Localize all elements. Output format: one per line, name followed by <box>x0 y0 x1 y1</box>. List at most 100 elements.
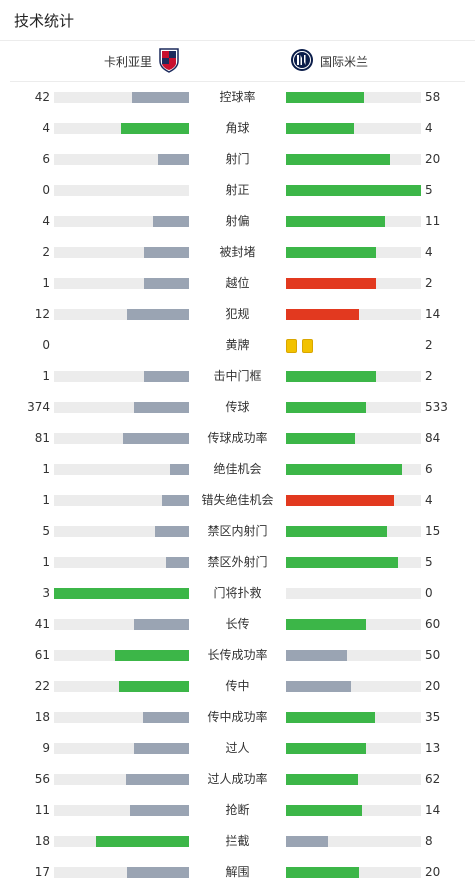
home-value: 6 <box>42 152 50 166</box>
yellow-cards <box>286 339 313 353</box>
stat-label: 传球成功率 <box>207 431 268 445</box>
stat-row: 42 控球率 58 <box>0 82 475 113</box>
home-bar-track <box>54 123 189 134</box>
away-bar-track <box>286 371 421 382</box>
stat-row: 17 解围 20 <box>0 857 475 888</box>
yellow-card-icon <box>302 339 313 353</box>
stat-label: 错失绝佳机会 <box>201 493 274 507</box>
home-value: 17 <box>34 865 50 879</box>
away-bar-fill <box>286 867 359 878</box>
stat-row: 11 抢断 14 <box>0 795 475 826</box>
stat-row: 9 过人 13 <box>0 733 475 764</box>
stat-row: 1 越位 2 <box>0 268 475 299</box>
away-bar-fill <box>286 557 398 568</box>
away-value: 20 <box>425 679 441 693</box>
stat-row: 374 传球 533 <box>0 392 475 423</box>
stat-label: 射偏 <box>225 214 250 228</box>
away-value: 4 <box>425 245 433 259</box>
stat-row: 1 绝佳机会 6 <box>0 454 475 485</box>
stat-label: 绝佳机会 <box>213 462 262 476</box>
stat-row: 22 传中 20 <box>0 671 475 702</box>
stat-row: 1 错失绝佳机会 4 <box>0 485 475 516</box>
away-bar-fill <box>286 464 402 475</box>
away-bar-fill <box>286 371 376 382</box>
stat-label: 射正 <box>225 183 250 197</box>
away-value: 60 <box>425 617 441 631</box>
away-bar-track <box>286 464 421 475</box>
stat-label: 击中门框 <box>213 369 262 383</box>
stat-row: 0 射正 5 <box>0 175 475 206</box>
away-bar-track <box>286 433 421 444</box>
home-value: 41 <box>34 617 50 631</box>
stat-row: 56 过人成功率 62 <box>0 764 475 795</box>
away-value: 62 <box>425 772 441 786</box>
home-value: 0 <box>42 338 50 352</box>
stat-label: 射门 <box>225 152 250 166</box>
away-bar-fill <box>286 619 366 630</box>
away-value: 0 <box>425 586 433 600</box>
stat-row: 2 被封堵 4 <box>0 237 475 268</box>
home-bar-fill <box>143 712 189 723</box>
away-team[interactable]: 国际米兰 <box>290 41 368 81</box>
away-bar-fill <box>286 92 364 103</box>
stat-row: 4 角球 4 <box>0 113 475 144</box>
stat-row: 1 击中门框 2 <box>0 361 475 392</box>
away-bar-track <box>286 154 421 165</box>
away-bar-fill <box>286 247 376 258</box>
away-bar-fill <box>286 805 362 816</box>
stat-label: 长传 <box>225 617 250 631</box>
away-value: 58 <box>425 90 441 104</box>
away-value: 2 <box>425 369 433 383</box>
away-value: 14 <box>425 307 441 321</box>
away-value: 5 <box>425 555 433 569</box>
home-bar-fill <box>170 464 189 475</box>
home-bar-fill <box>130 805 189 816</box>
away-bar-fill <box>286 526 387 537</box>
home-bar-track <box>54 867 189 878</box>
home-bar-fill <box>123 433 189 444</box>
home-value: 0 <box>42 183 50 197</box>
away-value: 8 <box>425 834 433 848</box>
away-value: 2 <box>425 276 433 290</box>
stat-label: 拦截 <box>225 834 250 848</box>
home-value: 5 <box>42 524 50 538</box>
home-bar-fill <box>162 495 189 506</box>
away-bar-track <box>286 185 421 196</box>
away-bar-track <box>286 774 421 785</box>
cagliari-crest-icon <box>158 47 180 76</box>
home-bar-track <box>54 216 189 227</box>
stat-label: 控球率 <box>219 90 256 104</box>
away-value: 5 <box>425 183 433 197</box>
home-bar-track <box>54 371 189 382</box>
teams-header: 卡利亚里 国际米兰 <box>10 41 465 82</box>
home-bar-fill <box>158 154 189 165</box>
stat-label: 犯规 <box>225 307 250 321</box>
away-bar-fill <box>286 712 375 723</box>
home-value: 42 <box>34 90 50 104</box>
home-bar-fill <box>127 309 189 320</box>
home-bar-fill <box>134 619 189 630</box>
stat-row: 12 犯规 14 <box>0 299 475 330</box>
home-bar-fill <box>119 681 189 692</box>
home-bar-track <box>54 557 189 568</box>
stat-label: 抢断 <box>225 803 250 817</box>
stat-row: 0 黄牌 2 <box>0 330 475 361</box>
home-value: 12 <box>34 307 50 321</box>
stat-label: 越位 <box>225 276 250 290</box>
home-bar-track <box>54 154 189 165</box>
home-bar-track <box>54 309 189 320</box>
home-bar-fill <box>115 650 189 661</box>
away-value: 11 <box>425 214 441 228</box>
home-bar-track <box>54 619 189 630</box>
stats-list: 42 控球率 58 4 角球 4 6 射门 20 0 射正 5 4 射偏 11 2 被封堵 4 1 越位 2 12 犯规 14… <box>0 82 475 888</box>
away-value: 14 <box>425 803 441 817</box>
home-value: 61 <box>34 648 50 662</box>
away-bar-track <box>286 712 421 723</box>
away-bar-fill <box>286 216 385 227</box>
away-bar-track <box>286 557 421 568</box>
away-bar-fill <box>286 743 366 754</box>
home-team[interactable]: 卡利亚里 <box>104 41 180 81</box>
home-value: 1 <box>42 276 50 290</box>
away-bar-fill <box>286 650 347 661</box>
home-bar-track <box>54 402 189 413</box>
